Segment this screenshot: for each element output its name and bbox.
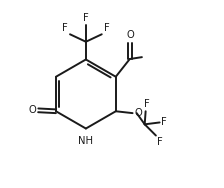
Text: F: F [83, 13, 89, 23]
Text: F: F [104, 23, 109, 33]
Text: F: F [162, 118, 167, 127]
Text: NH: NH [78, 136, 93, 146]
Text: O: O [134, 108, 142, 118]
Text: F: F [157, 137, 163, 147]
Text: F: F [62, 23, 68, 33]
Text: O: O [28, 105, 36, 115]
Text: O: O [127, 30, 134, 40]
Text: F: F [144, 99, 149, 109]
